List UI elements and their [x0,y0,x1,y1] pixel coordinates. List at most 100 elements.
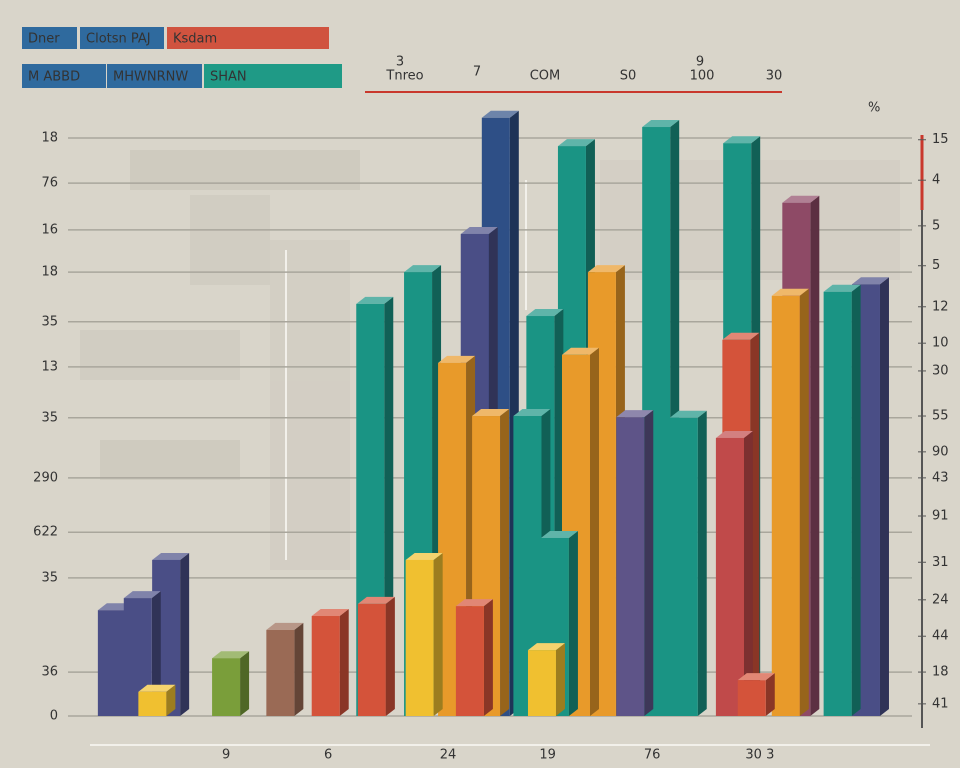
legend-label: Ksdam [173,32,217,47]
bar-top [513,409,551,417]
bar-top [562,347,599,355]
bar-top [782,195,820,203]
bar-top [723,136,761,144]
bar-side [743,430,753,716]
bar-top [527,643,565,651]
y2-tick-label: 10 [932,336,949,351]
bar-top [311,609,349,617]
y-tick-label: 76 [41,176,58,191]
bar-side [555,643,565,716]
x-tick-label: 9 [222,748,230,763]
x-tick-label: 6 [324,748,332,763]
bar-top [669,410,707,418]
bar-side [799,288,809,716]
y-tick-label: 36 [41,665,58,680]
y2-tick-label: 55 [932,409,949,424]
y2-tick-label: 12 [932,299,949,314]
y-tick-label: 0 [50,709,58,724]
bar [455,606,484,716]
x-tick-label: 19 [539,748,556,763]
bar-top [404,265,442,273]
bar-top [472,409,510,417]
bar-side [568,530,578,716]
legend-swatch [22,27,77,49]
bar-side [433,552,443,716]
bar-side [879,277,889,716]
y2-tick-label: 43 [932,470,949,485]
y-tick-label: 35 [41,314,58,329]
top-label: Tnreo [385,69,423,84]
bar [311,616,340,716]
bar-top [455,599,493,607]
bar [138,691,167,716]
y2-tick-label: 24 [932,592,949,607]
bar-side [851,284,861,716]
legend-label: SHAN [210,70,247,85]
legend-label: MHWNRNW [113,70,188,85]
top-label: 7 [473,65,481,80]
bar-side [166,684,176,716]
y-tick-label: 13 [41,359,58,374]
bar-top [771,288,809,296]
bar-top [851,277,889,285]
bar-top [587,265,625,273]
y-tick-label: 18 [41,131,58,146]
bar [527,650,556,716]
bar-top [642,120,680,128]
legend-swatch [80,27,164,49]
y-tick-label: 35 [41,410,58,425]
bar-side [483,599,493,716]
bar [669,417,698,716]
bar [212,658,241,716]
bar-top [823,284,861,292]
top-label: 30 [766,69,783,84]
bar-top [152,552,190,560]
bar-side [590,347,599,716]
bar-top [460,226,498,234]
bar [357,603,386,716]
y-tick-label: 18 [41,265,58,280]
bar-side [180,552,190,716]
top-label: COM [530,69,561,84]
bar-side [294,622,304,716]
x-tick-label: 24 [440,748,457,763]
bar-side [500,409,510,716]
legend-label: Dner [28,32,60,47]
bar-top [481,110,519,118]
bar [266,629,295,716]
y2-tick-label: 5 [932,218,940,233]
top-label: S0 [620,69,637,84]
bar-side [644,410,654,716]
bar-top [356,296,394,304]
bar-side [810,195,820,717]
bar-top [405,552,443,560]
y-tick-label: 35 [41,570,58,585]
legend-label: Clotsn PAJ [86,32,151,47]
legend-swatch [22,64,106,88]
bar-side [697,410,707,716]
y2-tick-label: 91 [932,509,949,524]
bar-top [526,309,564,317]
x-tick-label: 76 [644,748,661,763]
bar [715,437,744,716]
y2-tick-label: 31 [932,555,949,570]
y-tick-label: 622 [33,525,58,540]
y2-tick-label: 41 [932,696,949,711]
bar [771,295,800,716]
y2-tick-label: 30 [932,363,949,378]
bar-top [540,530,578,538]
y2-tick-label: 5 [932,258,940,273]
bar-top [266,622,304,630]
bar-side [385,596,395,716]
bar-top [212,651,250,659]
top-label: 9 [696,55,704,70]
y2-tick-label: 15 [932,132,949,147]
bar-side [240,651,250,716]
bar [737,680,766,716]
bar-top [123,591,161,599]
y-tick-label: 290 [33,470,58,485]
y2-tick-label: 90 [932,444,949,459]
bar-top [616,410,654,418]
bar-top [737,673,775,681]
bar-top [438,355,476,363]
